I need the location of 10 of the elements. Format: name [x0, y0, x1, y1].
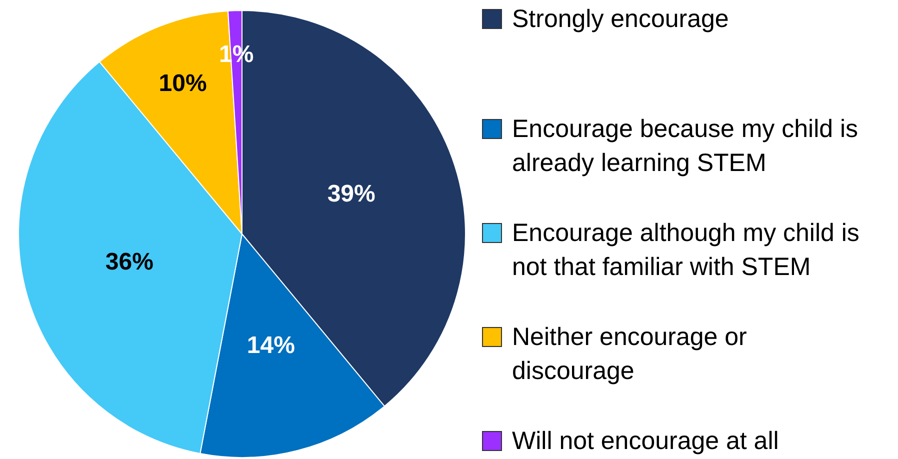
legend-label: Strongly encourage: [512, 4, 729, 35]
data-label: 10%: [158, 70, 207, 98]
legend-label: Encourage because my child is already learning STEM: [512, 114, 860, 179]
legend-label: Encourage although my child is not that familiar with STEM: [512, 218, 860, 283]
legend-label: Will not encourage at all: [512, 426, 779, 457]
legend-label: Neither encourage or discourage: [512, 322, 748, 387]
data-label: 36%: [105, 248, 154, 276]
data-label: 1%: [219, 40, 254, 68]
data-label: 14%: [246, 332, 295, 360]
data-label: 39%: [327, 180, 376, 208]
